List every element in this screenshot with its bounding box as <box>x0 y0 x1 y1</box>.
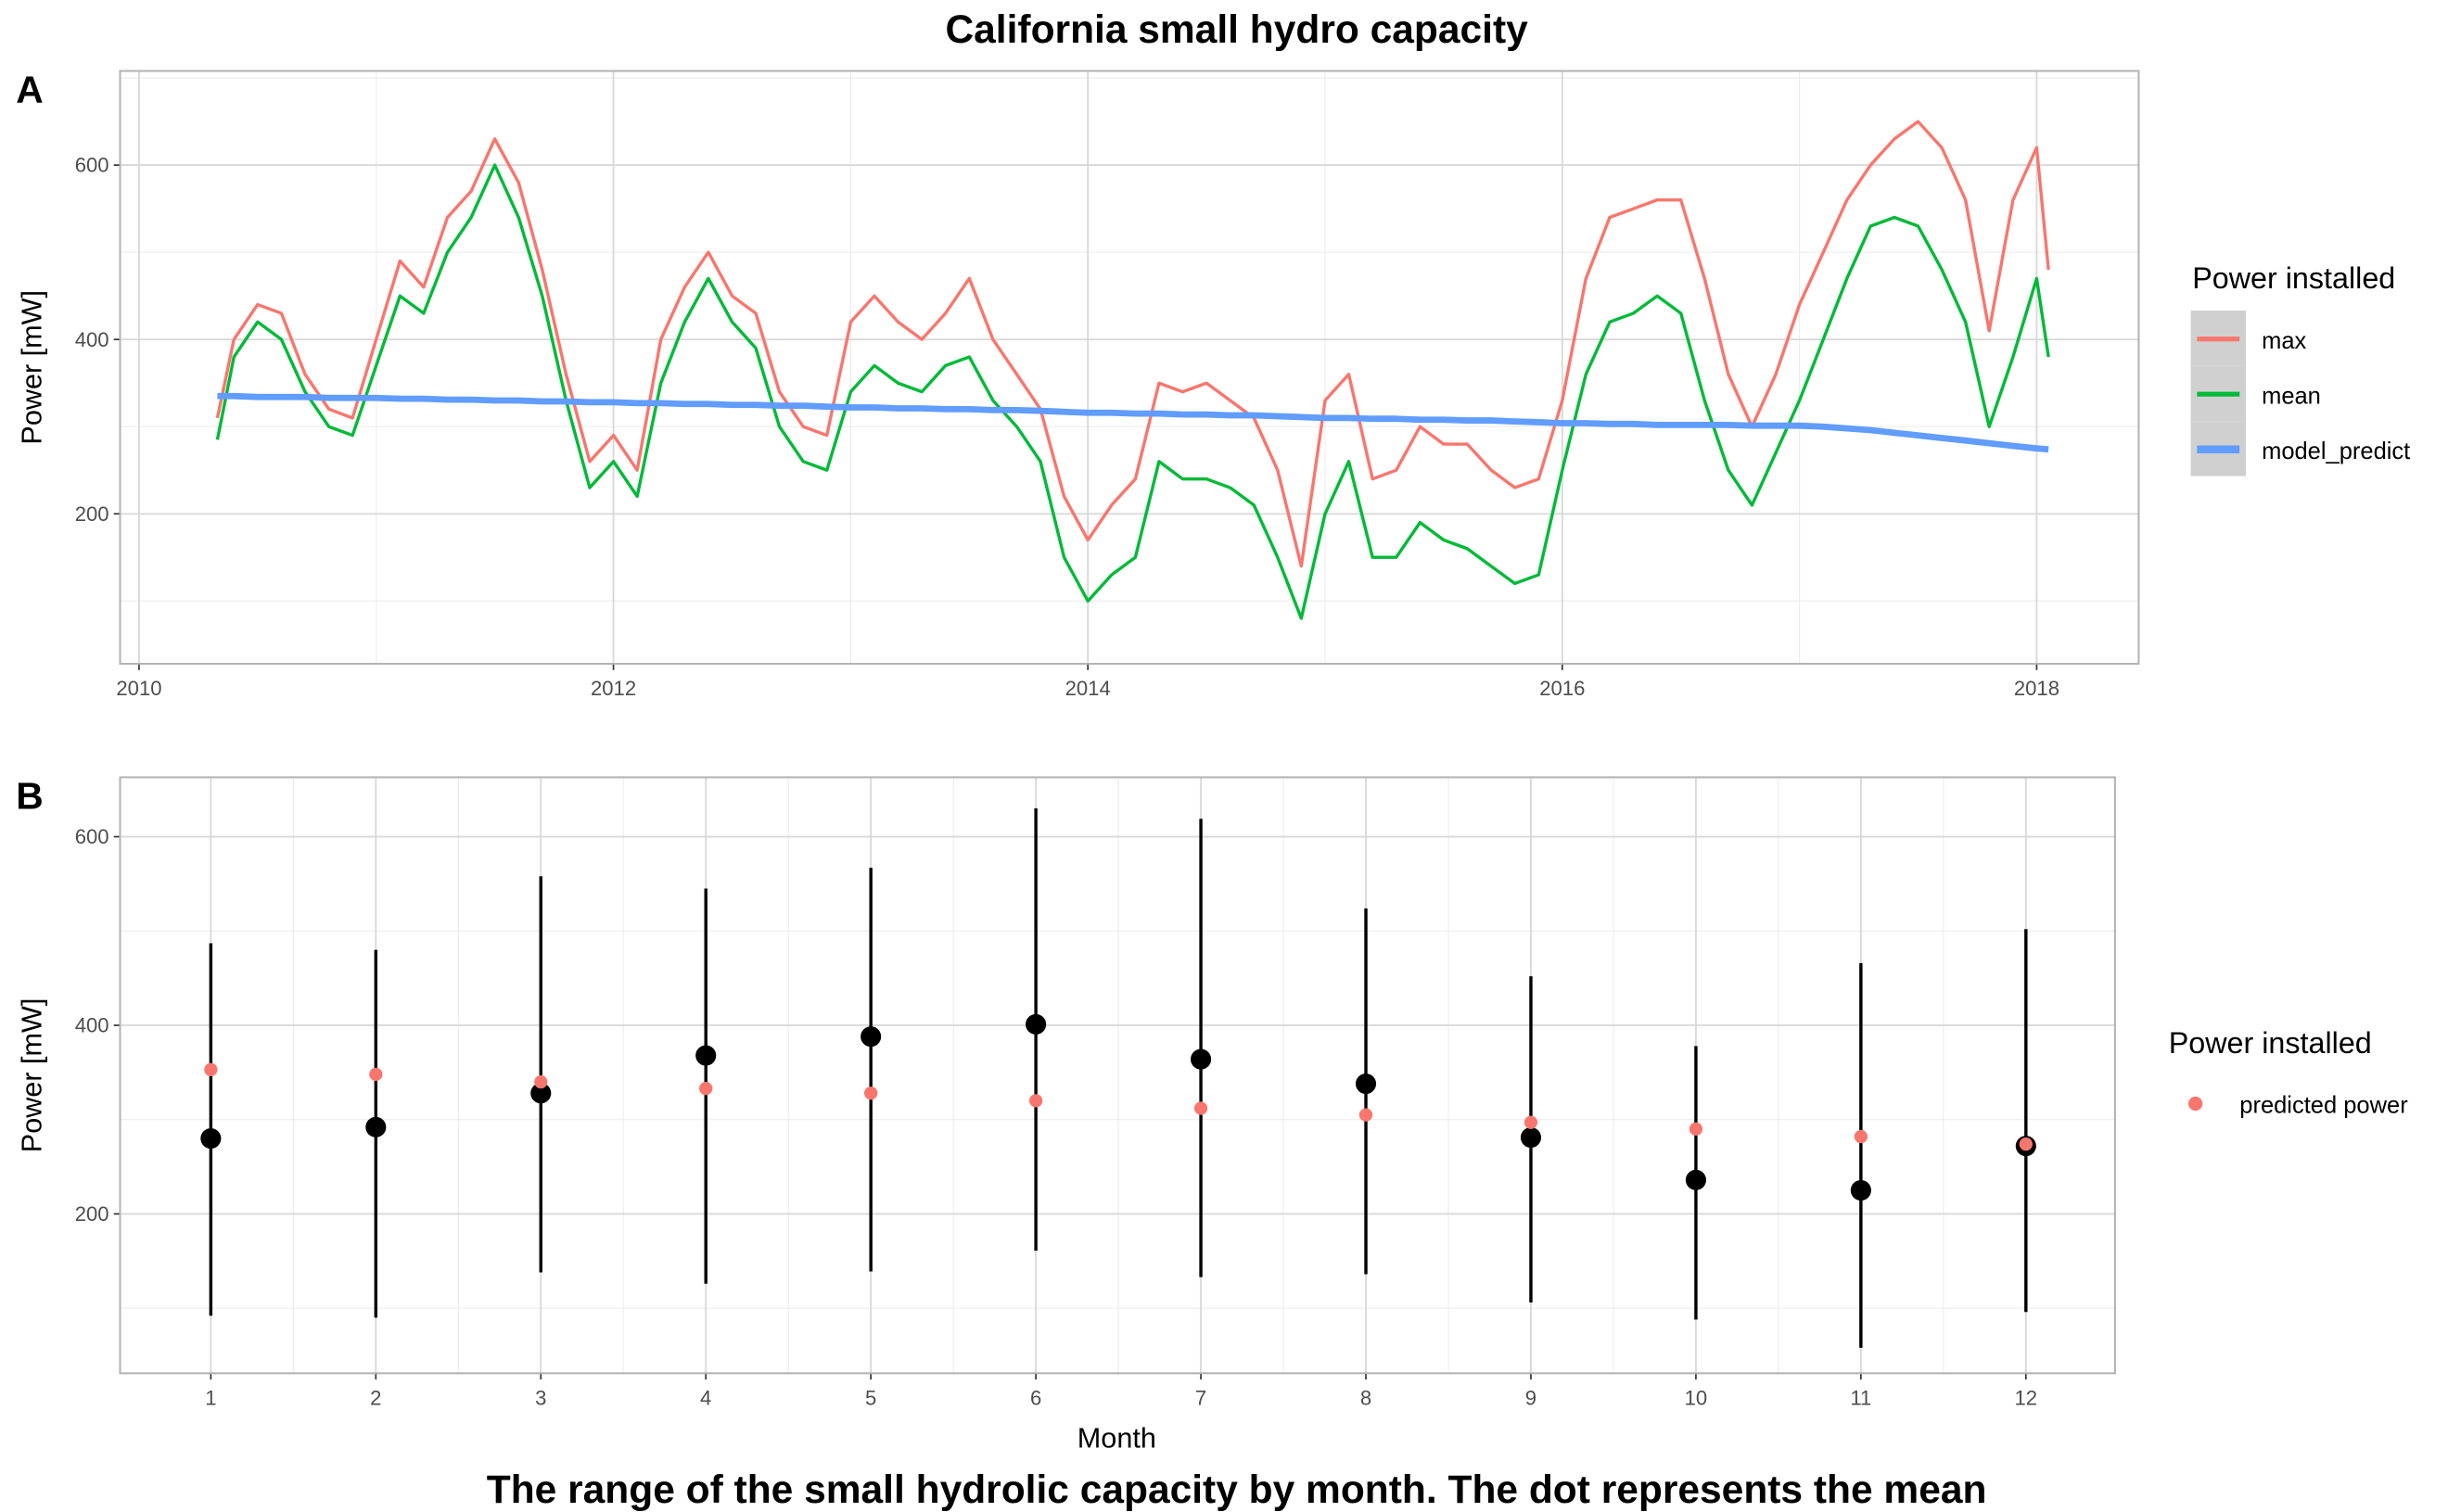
series-line-model-predict <box>217 392 2049 453</box>
x-axis-label-b: Month <box>1077 1422 1156 1454</box>
x-tick-label: 2012 <box>591 677 636 700</box>
caption: The range of the small hydrolic capacity… <box>487 1468 1987 1512</box>
x-tick-label: 11 <box>1850 1386 1871 1409</box>
mean-point <box>365 1116 387 1137</box>
mean-point <box>1520 1126 1542 1149</box>
plot-border <box>119 70 2140 666</box>
legend-item-model-predict: model_predict <box>2262 438 2410 464</box>
mean-point <box>200 1127 222 1150</box>
x-tick-label: 10 <box>1685 1386 1708 1409</box>
y-tick-label: 200 <box>75 1202 109 1226</box>
x-tick-label: 8 <box>1360 1386 1371 1409</box>
predicted-point <box>1854 1129 1868 1144</box>
mean-point <box>695 1045 717 1066</box>
predicted-point <box>534 1074 548 1089</box>
y-tick-label: 600 <box>75 825 109 848</box>
predicted-point <box>204 1062 218 1076</box>
legend-b: Power installed predicted power <box>2169 1026 2408 1119</box>
mean-point <box>861 1026 882 1048</box>
mean-point <box>1191 1048 1212 1070</box>
predicted-point <box>1358 1108 1373 1122</box>
x-tick-label: 2 <box>370 1386 381 1409</box>
mean-point <box>1026 1013 1047 1036</box>
predicted-point <box>1689 1122 1703 1137</box>
x-tick-label: 3 <box>535 1386 546 1409</box>
chart-title: California small hydro capacity <box>945 8 1528 52</box>
x-tick-label: 2014 <box>1065 677 1111 700</box>
predicted-point <box>864 1086 878 1100</box>
x-tick-label: 9 <box>1525 1386 1536 1409</box>
plot-background <box>120 777 2115 1374</box>
predicted-point <box>1193 1101 1208 1115</box>
x-tick-label: 2010 <box>116 677 161 700</box>
panel-label-b: B <box>16 774 43 817</box>
x-tick-label: 2016 <box>1539 677 1585 700</box>
x-tick-label: 1 <box>205 1386 216 1409</box>
y-tick-label: 200 <box>75 502 109 526</box>
x-tick-label: 4 <box>700 1386 711 1409</box>
predicted-point <box>1028 1094 1043 1108</box>
plot-background <box>120 70 2139 665</box>
predicted-point <box>1524 1115 1538 1129</box>
y-tick-label: 400 <box>75 328 109 351</box>
plot-border <box>119 776 2116 1375</box>
y-tick-label: 400 <box>75 1014 109 1037</box>
legend-title-a: Power installed <box>2192 261 2395 295</box>
predicted-point <box>2019 1137 2033 1151</box>
legend-item-predicted-power: predicted power <box>2239 1093 2408 1119</box>
legend-item-mean: mean <box>2262 383 2321 409</box>
x-tick-label: 5 <box>865 1386 876 1409</box>
mean-point <box>1355 1073 1377 1095</box>
panel-label-a: A <box>16 69 43 111</box>
y-axis-label-b: Power [mW] <box>16 998 47 1153</box>
legend-key-predicted-power <box>2187 1096 2203 1112</box>
legend-title-b: Power installed <box>2169 1026 2372 1060</box>
predicted-point <box>699 1081 713 1096</box>
mean-point <box>1685 1169 1706 1190</box>
y-tick-label: 600 <box>75 154 109 177</box>
legend-a: Power installed max mean model_predict <box>2190 261 2410 476</box>
predicted-point <box>369 1067 383 1082</box>
x-tick-label: 12 <box>2015 1386 2038 1409</box>
x-tick-label: 7 <box>1195 1386 1206 1409</box>
panel-a: 200 400 600 2010 2012 2014 2016 2018 <box>75 70 2140 700</box>
series-line-mean <box>215 163 2050 620</box>
mean-point <box>530 1083 552 1104</box>
y-axis-label-a: Power [mW] <box>16 290 47 445</box>
x-tick-label: 2018 <box>2014 677 2059 700</box>
legend-item-max: max <box>2262 328 2306 354</box>
x-tick-label: 6 <box>1030 1386 1041 1409</box>
mean-point <box>1850 1179 1871 1201</box>
